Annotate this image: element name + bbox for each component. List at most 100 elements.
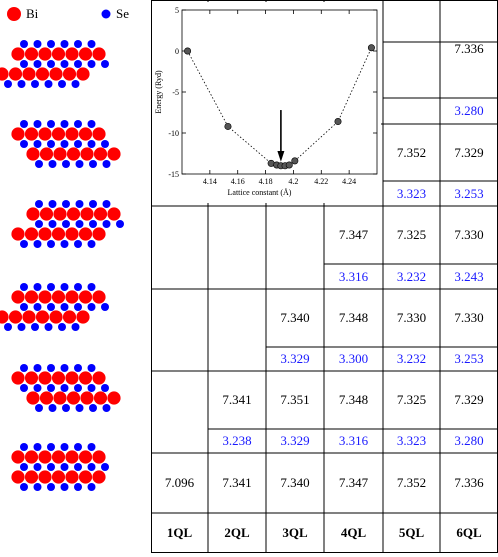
- bi-legend-marker: [7, 7, 21, 21]
- bi-atom: [11, 47, 25, 61]
- vdw-gap-value: 3.329: [280, 433, 310, 448]
- se-atom: [33, 364, 42, 372]
- energy-inset-chart: 5 0 -5 -10 -15 4.14 4.16 4.18 4.2 4.22 4.24 Lattice…: [152, 2, 381, 203]
- se-atom: [47, 283, 55, 291]
- se-atom: [87, 443, 96, 451]
- x-tick-label: 4.18: [259, 177, 273, 186]
- x-tick-label: 4.2: [288, 177, 298, 186]
- se-atom: [74, 283, 82, 291]
- lattice-a-value: 7.330: [396, 310, 427, 325]
- se-atom: [116, 220, 124, 228]
- bi-atom: [22, 67, 36, 81]
- se-atom: [20, 140, 28, 148]
- bi-atom: [39, 391, 54, 405]
- se-atom: [89, 160, 97, 168]
- bi-atom: [65, 290, 79, 304]
- bi-atom: [49, 67, 63, 81]
- se-atom: [60, 463, 69, 471]
- se-atom: [102, 220, 111, 228]
- se-atom: [47, 443, 55, 451]
- bi-atom: [38, 47, 52, 61]
- bi-atom: [107, 207, 121, 221]
- se-atom: [20, 120, 28, 128]
- lattice-a-value: 7.352: [396, 144, 427, 160]
- bi-atom: [22, 310, 36, 324]
- se-atom: [60, 443, 69, 451]
- se-atom: [60, 140, 69, 148]
- se-atom: [60, 240, 69, 248]
- bi-atom: [51, 290, 66, 304]
- bi-atom: [51, 227, 66, 241]
- bi-atom: [38, 470, 52, 484]
- lattice-a-value: 7.348: [338, 392, 369, 407]
- se-atom: [60, 120, 69, 128]
- se-atom: [48, 160, 57, 168]
- se-atom: [47, 120, 55, 128]
- se-atom: [101, 60, 109, 68]
- se-atom: [33, 140, 42, 148]
- lattice-a-value: 7.329: [454, 144, 484, 160]
- vdw-gap-value: 3.253: [454, 185, 484, 201]
- se-atom: [60, 283, 69, 291]
- se-atom: [60, 364, 69, 372]
- se-atom: [20, 60, 28, 68]
- layer-structure-panel: Bi Se: [0, 0, 150, 553]
- se-atom: [58, 80, 66, 88]
- vdw-gap-value: 3.323: [396, 185, 427, 201]
- bi-atom: [0, 67, 9, 81]
- se-atom: [87, 120, 96, 128]
- bi-atom: [92, 47, 106, 61]
- bi-atom: [92, 127, 106, 141]
- bi-atom: [65, 127, 79, 141]
- bi-atom: [11, 371, 25, 385]
- vdw-gap-value: 3.232: [396, 268, 427, 284]
- bi-atom: [92, 227, 106, 241]
- se-atom: [31, 323, 39, 331]
- se-atom: [87, 40, 96, 48]
- se-atom: [60, 303, 69, 311]
- se-atom: [47, 483, 55, 491]
- bi-atom: [8, 67, 23, 81]
- vdw-gap-value: 3.280: [454, 103, 484, 118]
- structure-stack-3: [11, 200, 124, 248]
- bi-atom: [53, 207, 67, 221]
- bi-atom: [78, 290, 93, 304]
- structure-stack-1: [0, 40, 109, 88]
- bi-atom: [80, 147, 94, 161]
- column-header-6ql: 6QL: [456, 525, 482, 540]
- bi-atom: [11, 127, 25, 141]
- se-atom: [33, 120, 42, 128]
- bi-atom: [39, 147, 54, 161]
- bi-atom: [39, 207, 54, 221]
- se-atom: [101, 140, 109, 148]
- se-atom: [58, 323, 66, 331]
- bi-atom: [93, 147, 108, 161]
- lattice-a-value: 7.341: [222, 392, 252, 407]
- se-atom: [33, 384, 42, 392]
- se-atom: [20, 384, 28, 392]
- se-atom: [31, 80, 39, 88]
- se-atom: [60, 384, 69, 392]
- se-atom: [35, 404, 43, 412]
- se-atom: [47, 463, 55, 471]
- se-atom: [87, 60, 96, 68]
- se-atom: [87, 303, 96, 311]
- se-atom: [71, 80, 80, 88]
- bi-atom: [92, 371, 106, 385]
- bi-atom: [51, 127, 66, 141]
- se-atom: [20, 303, 28, 311]
- lattice-a-value: 7.347: [338, 227, 369, 242]
- bi-legend-label: Bi: [26, 6, 39, 21]
- se-atom: [47, 303, 55, 311]
- bi-atom: [38, 450, 52, 464]
- y-tick-label: 0: [175, 47, 179, 56]
- bi-atom: [78, 450, 93, 464]
- vdw-gap-value: 3.329: [280, 351, 310, 366]
- vdw-gap-value: 3.316: [338, 268, 369, 284]
- se-atom: [35, 200, 43, 208]
- bi-atom: [65, 47, 79, 61]
- se-atom: [33, 443, 42, 451]
- bi-atom: [49, 310, 63, 324]
- x-tick-label: 4.22: [314, 177, 328, 186]
- se-atom: [102, 404, 111, 412]
